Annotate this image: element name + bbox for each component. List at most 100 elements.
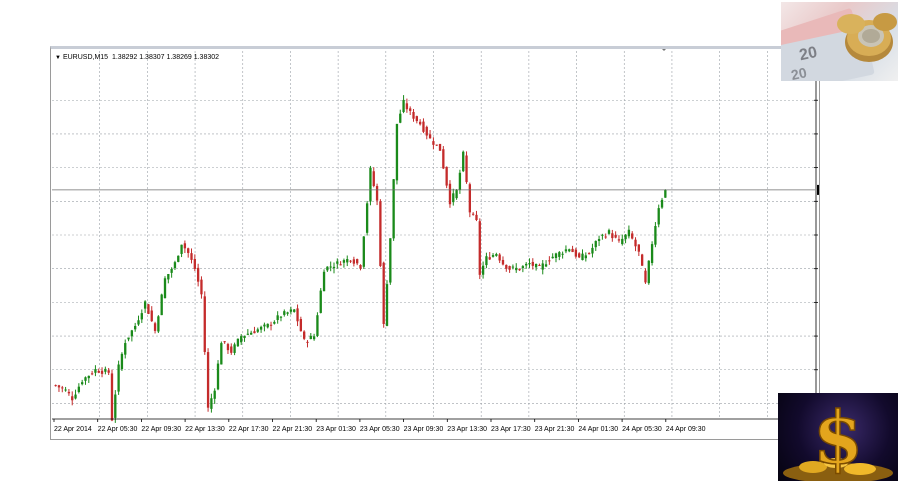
candle-body <box>196 267 200 282</box>
candle-body <box>409 108 412 111</box>
candle-body <box>127 337 130 340</box>
x-tick-label: 22 Apr 21:30 <box>273 426 313 433</box>
candle-body <box>193 258 196 269</box>
candle-body <box>475 214 478 220</box>
candle-body <box>90 373 94 375</box>
candle-body <box>273 321 276 324</box>
candle-body <box>170 268 173 273</box>
x-tick-label: 24 Apr 09:30 <box>666 426 706 433</box>
candle-body <box>143 301 147 309</box>
candle-body <box>385 284 389 326</box>
candle-body <box>521 266 525 269</box>
candle-body <box>253 331 256 334</box>
candle-body <box>478 221 481 275</box>
candle-body <box>634 239 637 247</box>
candle-body <box>465 155 468 183</box>
candle-body <box>77 386 81 393</box>
candle-body <box>269 324 273 326</box>
candle-body <box>203 296 206 352</box>
candle-body <box>422 121 425 132</box>
candle-body <box>299 319 303 332</box>
candle-body <box>346 259 349 263</box>
candle-body <box>495 254 498 256</box>
candle-body <box>498 254 501 261</box>
candle-body <box>587 253 591 255</box>
candle-body <box>561 253 564 255</box>
candle-body <box>97 370 100 373</box>
candle-body <box>650 244 654 264</box>
candle-body <box>664 189 667 198</box>
candle-body <box>289 309 293 312</box>
price-chart-window[interactable]: 1.384751.384101.383451.382801.382151.381… <box>50 46 820 440</box>
candle-body <box>356 259 359 264</box>
x-tick-label: 23 Apr 13:30 <box>447 426 487 433</box>
candle-body <box>220 343 223 365</box>
candle-body <box>631 233 634 239</box>
svg-text:$: $ <box>813 395 863 480</box>
candle-body <box>375 186 379 201</box>
candle-body <box>316 315 319 336</box>
candle-body <box>200 279 203 295</box>
chart-header: ▼ EURUSD,M15 1.38292 1.38307 1.38269 1.38… <box>55 54 219 61</box>
x-tick-label: 22 Apr 17:30 <box>229 426 269 433</box>
candle-body <box>591 247 594 254</box>
ohlc-values: 1.38292 1.38307 1.38269 1.38302 <box>111 54 220 61</box>
candle-body <box>246 333 250 335</box>
candle-body <box>190 253 193 260</box>
candle-body <box>84 377 87 381</box>
candle-body <box>372 171 375 186</box>
candle-body <box>558 252 561 257</box>
candle-body <box>511 266 515 268</box>
candle-body <box>74 394 77 399</box>
candle-body <box>352 259 356 264</box>
candle-body <box>210 398 213 409</box>
symbol-label: EURUSD,M15 <box>62 54 109 61</box>
dropdown-triangle-icon[interactable]: ▼ <box>55 55 61 61</box>
candle-body <box>134 325 137 330</box>
candle-body <box>266 323 269 328</box>
candle-body <box>256 329 259 332</box>
candle-body <box>571 248 574 253</box>
candle-body <box>163 278 167 299</box>
candle-body <box>216 363 220 390</box>
candle-body <box>379 201 382 266</box>
candle-body <box>243 335 246 339</box>
candle-body <box>100 370 104 374</box>
candle-body <box>130 330 134 337</box>
candle-body <box>187 248 190 253</box>
candle-body <box>392 179 395 239</box>
candlestick-chart[interactable]: 1.384751.384101.383451.382801.382151.381… <box>51 49 819 439</box>
candle-body <box>61 387 64 389</box>
candle-body <box>551 256 554 259</box>
candle-body <box>428 134 432 139</box>
candle-body <box>508 266 511 270</box>
candle-body <box>206 352 210 408</box>
candle-body <box>425 126 428 136</box>
candle-body <box>362 236 365 267</box>
candle-body <box>213 390 216 399</box>
candle-body <box>637 244 640 252</box>
candle-body <box>660 199 664 208</box>
golden-dollar-sign-icon: $ <box>778 393 898 481</box>
candle-body <box>180 244 183 254</box>
candle-body <box>110 373 114 421</box>
candle-body <box>382 262 385 324</box>
candle-body <box>607 230 611 234</box>
candle-body <box>120 353 124 370</box>
candle-body <box>481 265 485 275</box>
candle-body <box>332 266 336 269</box>
candle-body <box>621 238 624 245</box>
candle-body <box>365 203 369 233</box>
x-tick-label: 23 Apr 05:30 <box>360 426 400 433</box>
candle-body <box>594 240 597 248</box>
candle-body <box>183 243 187 249</box>
candle-body <box>87 375 90 379</box>
candle-body <box>458 172 462 190</box>
candle-body <box>67 391 71 394</box>
candle-body <box>581 253 584 261</box>
candle-body <box>296 308 299 322</box>
candle-body <box>286 312 289 314</box>
candle-body <box>233 344 236 353</box>
candle-body <box>322 271 326 292</box>
candle-body <box>293 309 296 312</box>
